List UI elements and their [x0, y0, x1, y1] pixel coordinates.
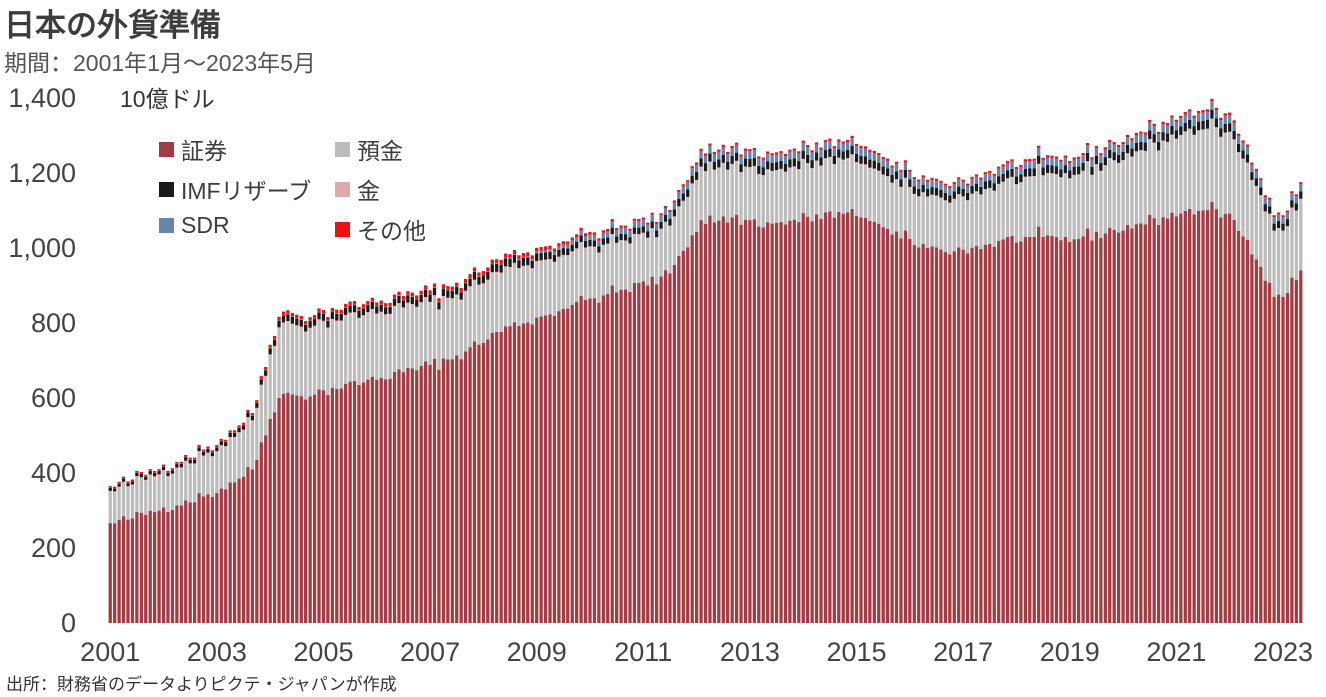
svg-text:2005: 2005	[293, 637, 353, 667]
svg-text:2015: 2015	[827, 637, 887, 667]
svg-text:2007: 2007	[400, 637, 460, 667]
svg-text:1,000: 1,000	[8, 233, 76, 263]
svg-text:1,400: 1,400	[8, 83, 76, 113]
svg-text:2017: 2017	[933, 637, 993, 667]
svg-text:2021: 2021	[1146, 637, 1206, 667]
svg-text:0: 0	[61, 608, 76, 638]
svg-text:2013: 2013	[720, 637, 780, 667]
svg-text:800: 800	[31, 308, 76, 338]
svg-text:600: 600	[31, 383, 76, 413]
svg-text:2011: 2011	[614, 637, 672, 667]
svg-text:2009: 2009	[507, 637, 567, 667]
svg-text:2023: 2023	[1253, 637, 1313, 667]
svg-text:400: 400	[31, 458, 76, 488]
svg-text:2019: 2019	[1040, 637, 1100, 667]
svg-text:10億ドル: 10億ドル	[120, 86, 215, 112]
svg-text:1,200: 1,200	[8, 158, 76, 188]
svg-text:2003: 2003	[187, 637, 247, 667]
svg-text:200: 200	[31, 533, 76, 563]
svg-text:2001: 2001	[80, 637, 140, 667]
